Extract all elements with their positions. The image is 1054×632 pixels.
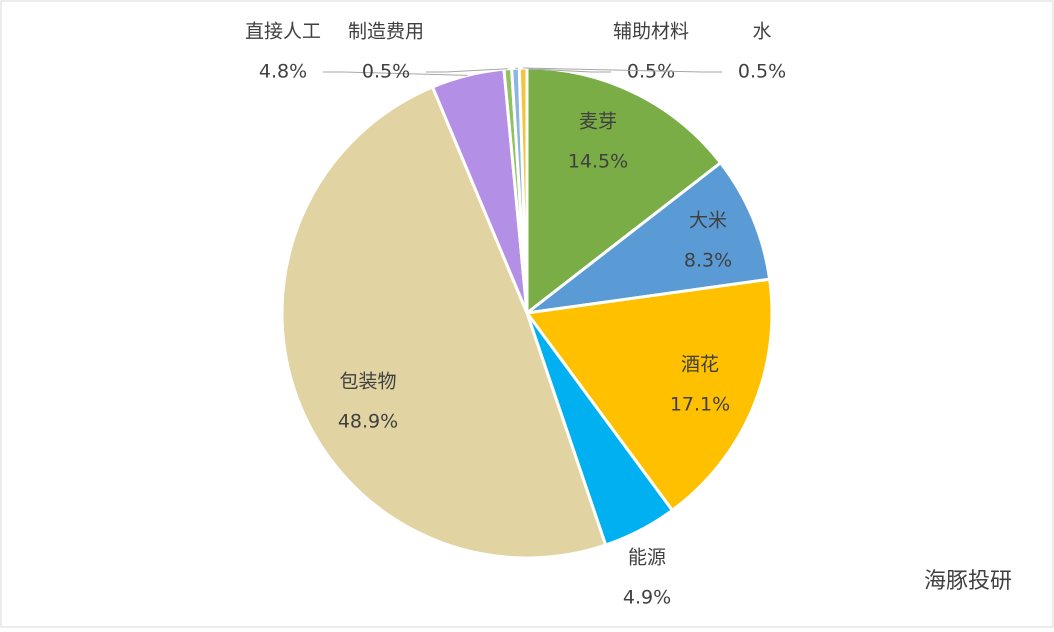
value-label: 48.9%	[338, 411, 398, 433]
pie-slice	[521, 160, 772, 316]
slice-label: 制造费用	[348, 21, 424, 43]
value-label: 8.3%	[684, 250, 732, 272]
value-label: 17.1%	[670, 394, 730, 416]
leader-line	[515, 67, 611, 73]
leader-line	[523, 67, 722, 73]
slice-label: 水	[752, 21, 771, 43]
pie-slice	[280, 84, 608, 560]
slice-label: 大米	[689, 210, 727, 232]
pie-slice	[524, 277, 774, 513]
watermark: 海豚投研	[924, 569, 1012, 594]
leader-line	[323, 71, 468, 76]
value-label: 4.9%	[623, 587, 671, 609]
slice-label: 包装物	[339, 371, 396, 393]
slice-label: 能源	[628, 547, 666, 569]
slice-label: 麦芽	[579, 111, 617, 133]
slice-label: 辅助材料	[613, 21, 689, 43]
value-label: 0.5%	[362, 61, 410, 83]
value-label: 14.5%	[568, 151, 628, 173]
leader-line	[426, 68, 508, 73]
value-label: 0.5%	[627, 61, 675, 83]
value-label: 0.5%	[738, 61, 786, 83]
slice-label: 直接人工	[245, 21, 321, 43]
value-label: 4.8%	[259, 61, 307, 83]
slice-label: 酒花	[681, 354, 719, 376]
